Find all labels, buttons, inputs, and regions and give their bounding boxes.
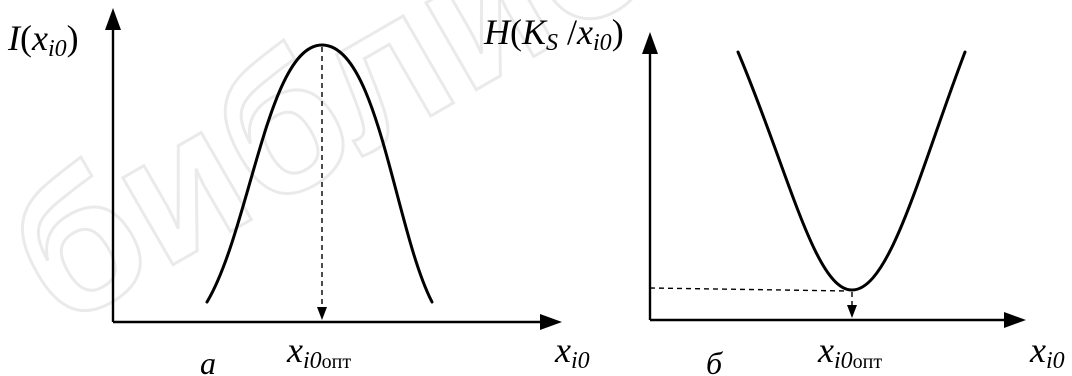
- panel-b-min-label-sub-opt: опт: [853, 351, 883, 373]
- panel-a-xlabel-var: x: [554, 330, 571, 370]
- panel-a-xlabel-sub: i0: [571, 348, 590, 374]
- panel-a-xlabel: xi0: [554, 330, 590, 374]
- panel-b-ylabel-main: H: [483, 12, 512, 52]
- panel-a-ylabel-var: x: [31, 18, 48, 58]
- panel-a-caption: a: [200, 345, 216, 376]
- panel-a-ylabel-open: (: [20, 18, 32, 58]
- panel-b-x-axis-arrow: [1004, 312, 1026, 328]
- panel-b-ylabel-k-sub: S: [546, 30, 558, 56]
- panel-b-min-label: xi0опт: [817, 330, 882, 374]
- panel-b-xlabel-sub: i0: [1046, 348, 1065, 374]
- panel-a-peak-label-sub-i0: i0: [303, 348, 322, 374]
- panel-b-min-label-sub-i0: i0: [834, 348, 853, 374]
- panel-a-peak-label-sub-opt: опт: [322, 351, 352, 373]
- panel-b-y-axis-arrow: [642, 32, 658, 54]
- panel-b-xlabel: xi0: [1029, 330, 1065, 374]
- panel-b: H(KS /xi0) xi0опт xi0 б: [483, 12, 1065, 376]
- panel-b-ylabel-var: x: [576, 12, 593, 52]
- panel-a-y-axis-arrow: [105, 8, 121, 30]
- panel-b-ylabel-sub: i0: [593, 30, 612, 56]
- panel-b-xlabel-var: x: [1029, 330, 1046, 370]
- panel-a-peak-label-var: x: [286, 330, 303, 370]
- panel-b-curve: [736, 50, 967, 292]
- panel-a-ylabel-close: ): [67, 18, 79, 58]
- panel-a-x-axis-arrow: [540, 314, 562, 330]
- panel-b-caption: б: [706, 345, 723, 376]
- panel-b-min-arrow: [847, 305, 857, 318]
- panel-b-ylabel-close: ): [612, 12, 624, 52]
- panel-b-ylabel-slash: /: [558, 12, 577, 52]
- panel-a-curve: [205, 43, 434, 304]
- panel-b-ylabel-k: K: [521, 12, 548, 52]
- panel-b-ylabel-open: (: [510, 12, 522, 52]
- panel-b-min-dash-horizontal: [649, 287, 849, 292]
- panel-a-ylabel-main: I: [7, 18, 22, 58]
- panel-b-ylabel: H(KS /xi0): [483, 12, 624, 56]
- panel-a-peak-arrow: [317, 307, 327, 320]
- panel-b-min-label-var: x: [817, 330, 834, 370]
- panel-a-ylabel-sub: i0: [48, 36, 67, 62]
- panel-a-ylabel: I(xi0): [7, 18, 79, 62]
- panel-a: I(xi0) xi0опт xi0 a: [7, 8, 590, 376]
- panel-a-peak-label: xi0опт: [286, 330, 351, 374]
